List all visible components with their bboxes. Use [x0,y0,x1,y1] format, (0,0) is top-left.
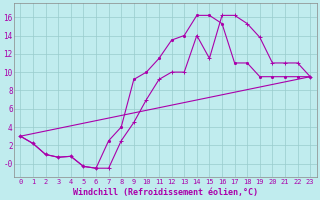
X-axis label: Windchill (Refroidissement éolien,°C): Windchill (Refroidissement éolien,°C) [73,188,258,197]
